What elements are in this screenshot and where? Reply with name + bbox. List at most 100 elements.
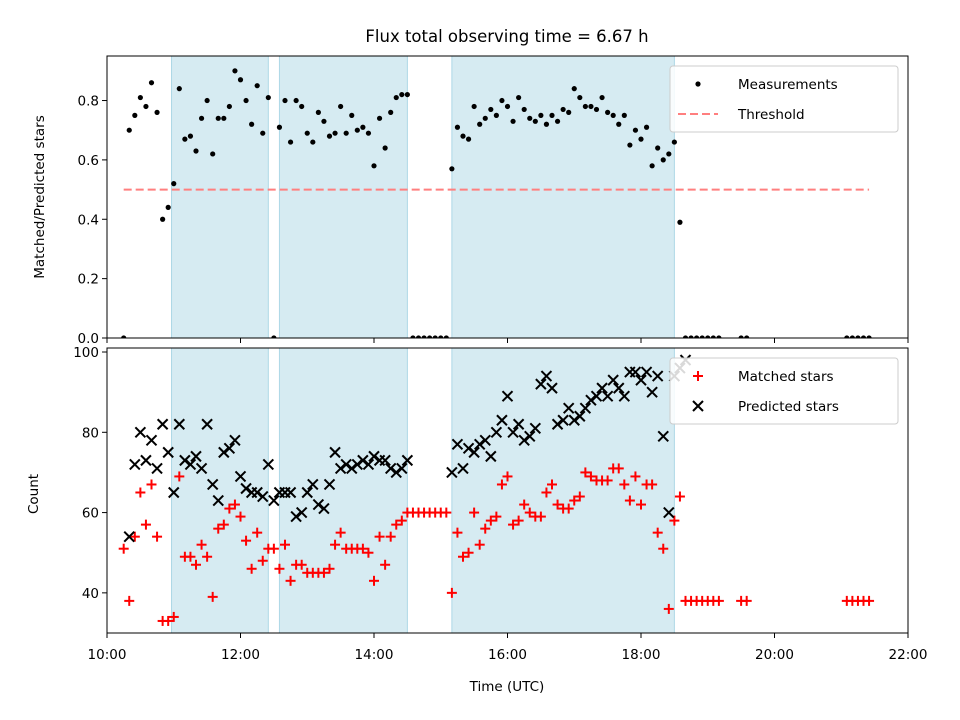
data-point	[137, 94, 143, 101]
data-point	[332, 130, 338, 136]
data-point	[232, 68, 238, 74]
data-point	[382, 145, 388, 151]
data-point	[152, 531, 163, 542]
data-point	[252, 527, 263, 538]
data-point	[452, 527, 463, 538]
data-point	[469, 507, 480, 518]
data-point	[660, 157, 666, 163]
data-point	[579, 402, 592, 414]
data-point	[651, 370, 664, 382]
data-point	[524, 507, 535, 518]
data-point	[574, 491, 585, 502]
data-point	[588, 103, 594, 110]
data-point	[334, 462, 347, 475]
data-point	[519, 499, 530, 510]
data-point	[123, 530, 135, 543]
data-point	[663, 603, 674, 614]
data-point	[371, 163, 377, 169]
data-point	[140, 519, 151, 530]
data-point	[326, 133, 333, 139]
data-point	[477, 121, 483, 127]
data-point	[496, 414, 508, 426]
data-point	[635, 374, 647, 386]
data-point	[547, 479, 557, 490]
data-point	[284, 486, 297, 499]
data-point	[162, 446, 174, 459]
data-point	[629, 366, 642, 378]
legend-label: Matched stars	[738, 369, 834, 385]
data-point	[168, 611, 179, 622]
data-point	[540, 370, 553, 382]
data-point	[432, 335, 438, 338]
data-point	[524, 430, 536, 443]
data-point	[143, 103, 149, 110]
legend-marker	[695, 81, 701, 87]
data-point	[855, 335, 861, 338]
data-point	[215, 115, 221, 121]
data-point	[596, 382, 608, 394]
data-point	[624, 495, 635, 506]
data-point	[694, 335, 700, 338]
series-predicted-stars	[123, 354, 692, 543]
data-point	[190, 450, 202, 463]
data-point	[636, 499, 646, 510]
data-point	[340, 458, 352, 471]
data-point	[601, 390, 614, 402]
data-point	[632, 127, 639, 133]
data-point	[357, 543, 368, 554]
legend-counts: Matched stars Predicted stars	[669, 357, 899, 425]
data-point	[535, 511, 546, 522]
data-point	[393, 94, 399, 101]
data-point	[124, 595, 135, 606]
data-point	[652, 527, 663, 538]
data-point	[146, 479, 157, 490]
legend-label: Measurements	[738, 77, 838, 93]
data-point	[640, 366, 653, 378]
data-point	[647, 479, 658, 490]
data-point	[613, 382, 625, 394]
data-point	[335, 527, 346, 538]
data-point	[218, 446, 230, 459]
data-point	[674, 491, 685, 502]
data-point	[362, 458, 375, 471]
data-point	[396, 515, 407, 526]
data-point	[485, 450, 497, 463]
data-point	[240, 482, 252, 495]
data-point	[602, 475, 613, 486]
y-tick-label: 60	[82, 506, 99, 522]
data-point	[508, 519, 519, 530]
y-tick-label: 0.2	[78, 272, 99, 288]
data-point	[585, 471, 596, 482]
legend-marker	[693, 371, 703, 381]
data-point	[518, 434, 530, 447]
y-axis-label-count: Count	[26, 474, 42, 514]
data-point	[516, 94, 522, 101]
data-point	[521, 106, 527, 113]
data-point	[287, 139, 294, 145]
data-point	[276, 124, 283, 130]
data-point	[551, 418, 564, 430]
data-point	[627, 142, 633, 148]
data-point	[504, 103, 511, 110]
legend-ratio: Measurements Threshold	[669, 65, 899, 133]
data-point	[229, 434, 241, 447]
data-point	[156, 418, 169, 430]
data-point	[202, 551, 213, 562]
data-point	[529, 422, 542, 434]
data-point	[369, 575, 379, 586]
data-point	[210, 151, 216, 157]
legend-label: Threshold	[737, 107, 805, 123]
data-point	[501, 390, 514, 402]
y-tick-label: 0.4	[78, 212, 99, 228]
data-point	[251, 486, 263, 499]
data-point	[566, 109, 572, 115]
data-point	[607, 374, 619, 386]
data-point	[646, 386, 658, 398]
data-point	[493, 112, 499, 118]
data-point	[538, 112, 544, 118]
data-point	[121, 335, 127, 338]
data-point	[212, 494, 224, 507]
data-point	[132, 112, 138, 118]
data-point	[451, 438, 464, 451]
data-point	[196, 539, 207, 550]
